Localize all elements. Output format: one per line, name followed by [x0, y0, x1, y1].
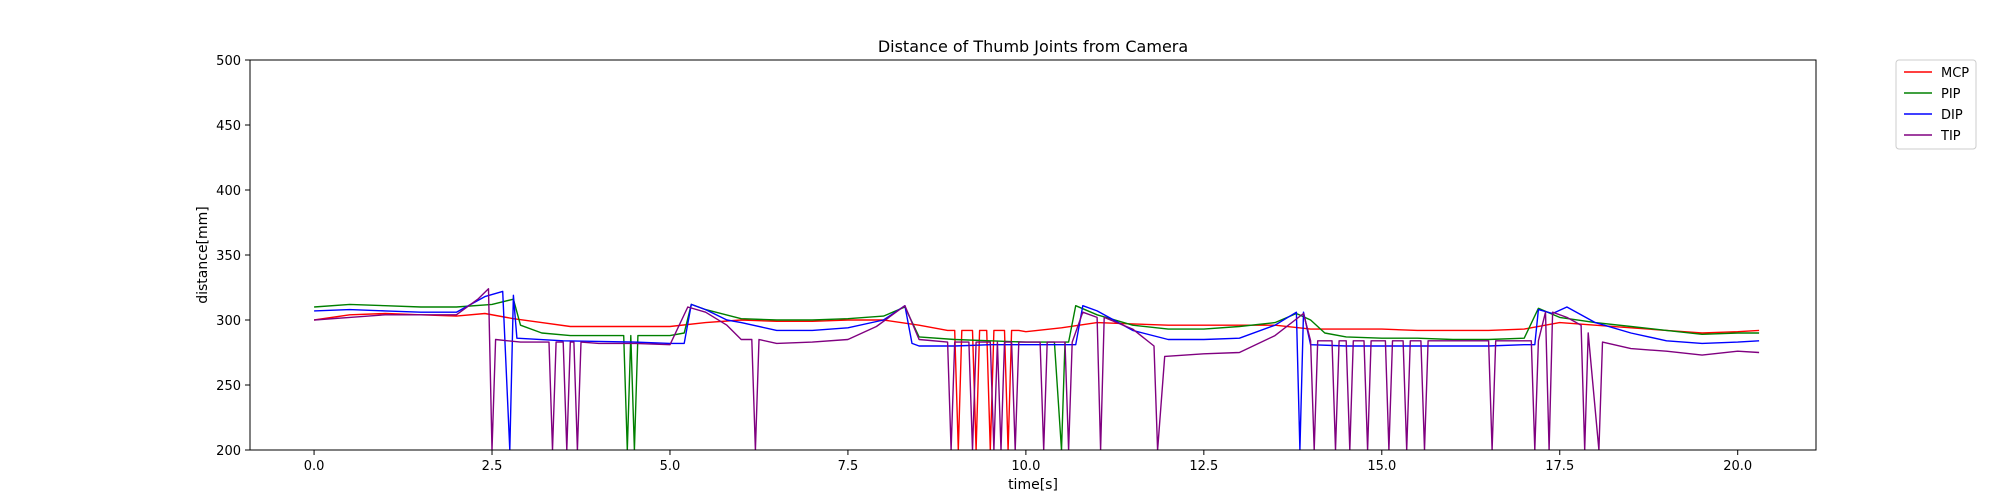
- y-tick-label: 450: [216, 119, 241, 134]
- legend-item-mcp: MCP: [1904, 66, 1969, 81]
- legend-label: DIP: [1941, 108, 1963, 123]
- x-tick-label: 12.5: [1189, 459, 1218, 474]
- x-axis: 0.0 2.5 5.0 7.5 10.0 12.5 15.0 17.5 20.0: [304, 450, 1752, 474]
- x-tick-label: 5.0: [660, 459, 681, 474]
- x-tick-label: 20.0: [1723, 459, 1752, 474]
- y-axis-label: distance[mm]: [195, 206, 211, 304]
- legend-label: MCP: [1941, 66, 1969, 81]
- series-line-mcp: [313, 312, 1760, 450]
- plot-area: [249, 59, 1817, 451]
- y-tick-label: 250: [216, 379, 241, 394]
- y-tick-label: 500: [216, 54, 241, 69]
- x-tick-label: 15.0: [1367, 459, 1396, 474]
- y-tick-label: 350: [216, 249, 241, 264]
- y-tick-label: 200: [216, 444, 241, 459]
- y-axis: 200 250 300 350 400 450 500: [216, 54, 250, 459]
- legend: MCP PIP DIP TIP: [1895, 59, 1977, 150]
- legend-box: [1895, 59, 1977, 150]
- series-group: [313, 288, 1760, 450]
- x-tick-label: 17.5: [1545, 459, 1574, 474]
- x-tick-label: 0.0: [304, 459, 325, 474]
- legend-label: TIP: [1940, 129, 1961, 144]
- x-tick-label: 2.5: [482, 459, 503, 474]
- x-tick-label: 7.5: [838, 459, 859, 474]
- legend-item-tip: TIP: [1904, 129, 1961, 144]
- chart-title: Distance of Thumb Joints from Camera: [878, 37, 1188, 56]
- y-tick-label: 400: [216, 184, 241, 199]
- legend-item-dip: DIP: [1904, 108, 1963, 123]
- y-tick-label: 300: [216, 314, 241, 329]
- legend-label: PIP: [1941, 87, 1961, 102]
- legend-item-pip: PIP: [1904, 87, 1961, 102]
- series-line-tip: [314, 288, 1760, 450]
- x-tick-label: 10.0: [1011, 459, 1040, 474]
- x-axis-label: time[s]: [1008, 477, 1058, 493]
